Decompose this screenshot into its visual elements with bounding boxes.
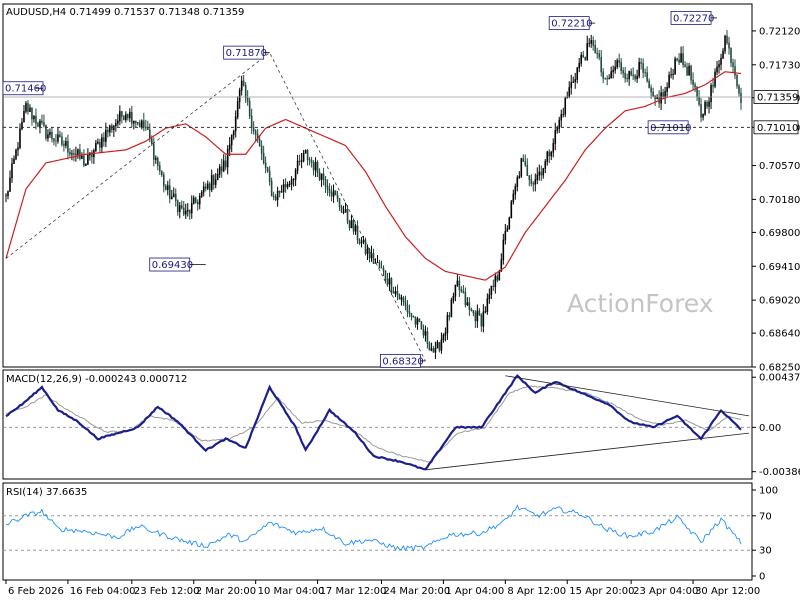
price-series-group [5, 30, 742, 360]
x-axis-label: 23 Feb 12:00 [134, 586, 200, 597]
x-axis-label: 30 Apr 12:00 [695, 586, 760, 597]
current-price-label: 0.71359 [757, 93, 798, 104]
macd-y-tick-label: 0.00437 [759, 373, 800, 384]
watermark-text: ActionForex [567, 289, 714, 318]
price-y-tick-label: 0.71730 [759, 60, 800, 71]
rsi-line [5, 504, 742, 552]
macd-trendline [425, 432, 750, 471]
support-level-label-box [753, 120, 799, 135]
zigzag-line [5, 52, 426, 362]
x-axis-label: 8 Apr 12:00 [507, 586, 566, 597]
moving-average-line [5, 71, 742, 281]
x-axis-label: 23 Apr 04:00 [633, 586, 698, 597]
rsi-y-tick-label: 30 [759, 546, 772, 557]
rsi-y-tick-label: 70 [759, 511, 772, 522]
x-axis-label: 24 Mar 20:00 [383, 586, 450, 597]
rsi-panel-frame [2, 482, 753, 581]
price-y-tick-label: 0.70570 [759, 161, 800, 172]
price-y-tick-label: 0.72120 [759, 26, 800, 37]
x-axis-label: 2 Mar 20:00 [196, 586, 256, 597]
annotation-label: 0.72270 [673, 13, 714, 24]
x-axis-label: 15 Apr 20:00 [569, 586, 634, 597]
x-axis-label: 16 Feb 04:00 [70, 586, 136, 597]
macd-y-tick-label: -0.003861 [759, 467, 800, 478]
rsi-y-tick-label: 0 [759, 572, 765, 583]
current-price-label-box [753, 90, 799, 104]
macd-y-tick-label: 0.00 [759, 423, 781, 434]
macd-trendline [505, 375, 750, 417]
annotation-label: 0.68320 [382, 356, 423, 367]
macd-panel-frame [2, 369, 753, 480]
x-axis-label: 1 Apr 04:00 [445, 586, 504, 597]
annotation-label: 0.71460 [5, 84, 46, 95]
price-panel-header: AUDUSD,H4 0.71499 0.71537 0.71348 0.7135… [6, 7, 244, 18]
annotation-label: 0.71010 [650, 123, 691, 134]
price-y-tick-label: 0.69020 [759, 296, 800, 307]
macd-panel-header: MACD(12,26,9) -0.000243 0.000712 [6, 374, 187, 385]
annotation-label: 0.69430 [152, 260, 193, 271]
annotation-label: 0.71870 [226, 48, 267, 59]
price-y-tick-label: 0.69410 [759, 262, 800, 273]
support-level-label: 0.71010 [757, 123, 798, 134]
price-y-tick-label: 0.68250 [759, 363, 800, 374]
macd-signal-line [5, 385, 742, 463]
price-y-tick-label: 0.68640 [759, 329, 800, 340]
rsi-y-tick-label: 100 [759, 486, 778, 497]
x-axis-label: 6 Feb 2026 [8, 586, 64, 597]
rsi-panel-header: RSI(14) 37.6635 [6, 487, 87, 498]
annotation-label: 0.72210 [551, 19, 592, 30]
price-y-tick-label: 0.69800 [759, 228, 800, 239]
x-axis-label: 17 Mar 12:00 [320, 586, 387, 597]
price-y-tick-label: 0.70180 [759, 195, 800, 206]
x-axis-label: 10 Mar 04:00 [258, 586, 325, 597]
price-panel-frame [2, 3, 753, 368]
macd-macd-line [5, 374, 742, 471]
